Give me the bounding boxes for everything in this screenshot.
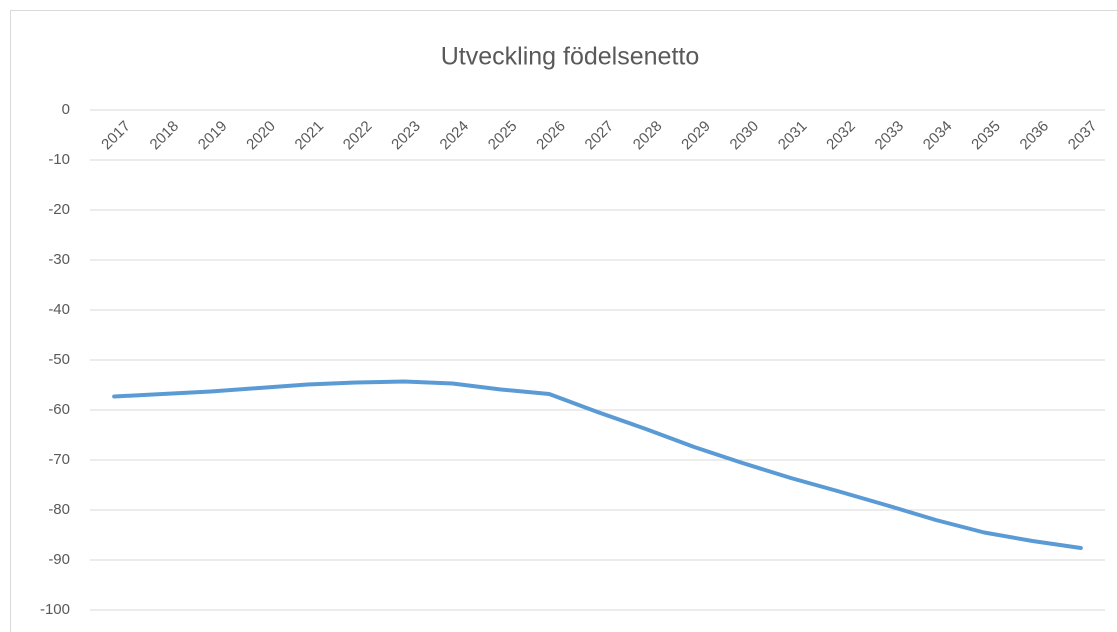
y-tick-label: -80: [48, 501, 70, 518]
y-tick-label: -60: [48, 401, 70, 418]
data-line: [112, 379, 1083, 550]
y-tick-label: -90: [48, 551, 70, 568]
y-tick-label: -30: [48, 251, 70, 268]
chart-title: Utveckling födelsenetto: [441, 43, 699, 71]
chart-border: [10, 10, 1117, 632]
y-tick-label: -10: [48, 151, 70, 168]
y-tick-label: -50: [48, 351, 70, 368]
y-tick-label: -70: [48, 451, 70, 468]
y-tick-label: -20: [48, 201, 70, 218]
y-tick-label: 0: [62, 101, 70, 118]
y-tick-label: -40: [48, 301, 70, 318]
y-tick-label: -100: [40, 601, 70, 618]
